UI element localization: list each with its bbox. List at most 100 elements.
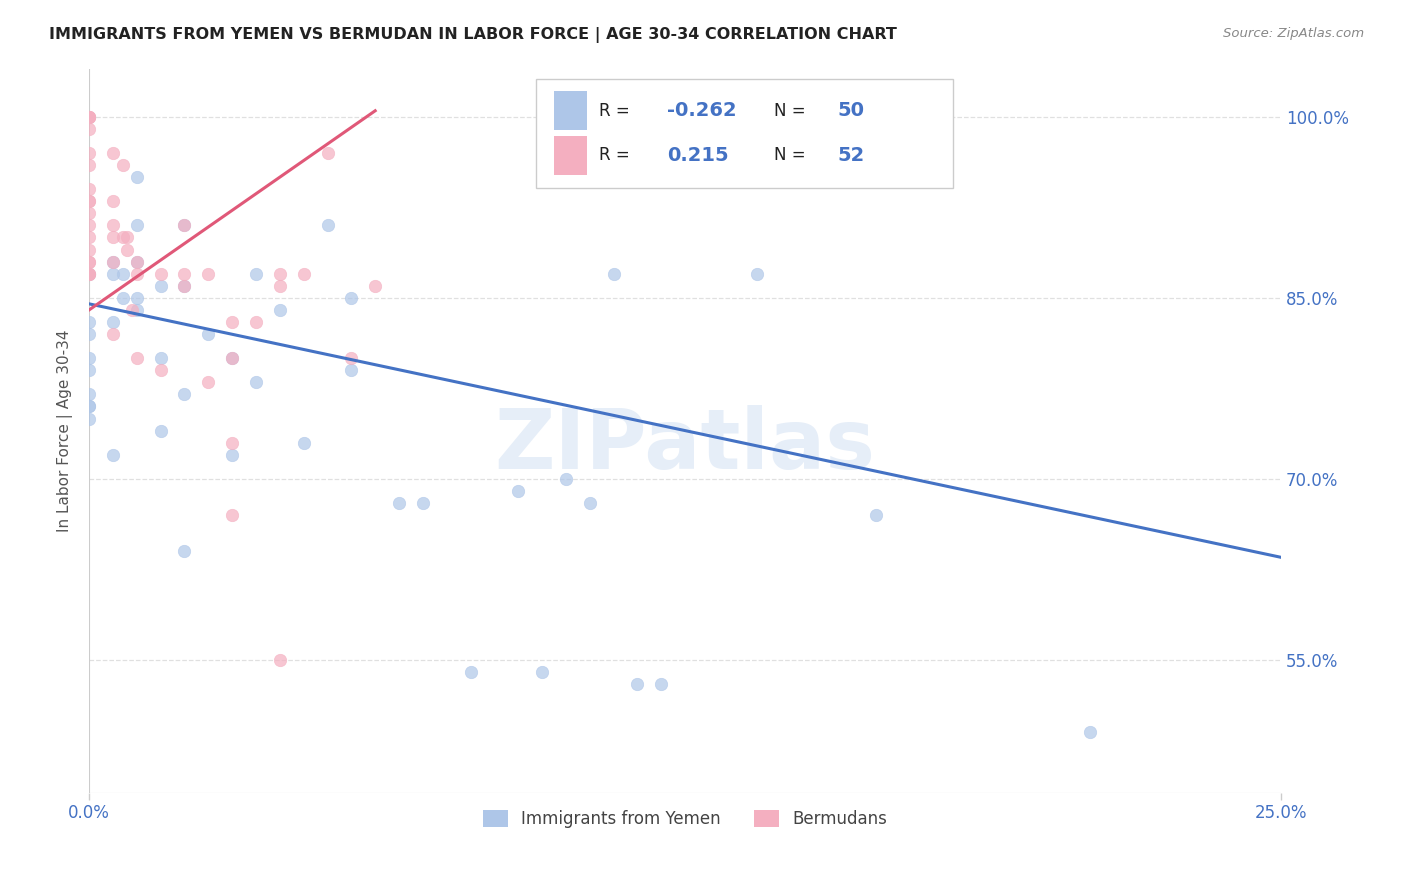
Point xyxy=(340,291,363,305)
Point xyxy=(221,315,243,329)
Text: 50: 50 xyxy=(838,101,865,120)
Text: -0.262: -0.262 xyxy=(668,101,737,120)
Text: Source: ZipAtlas.com: Source: ZipAtlas.com xyxy=(1223,27,1364,40)
Point xyxy=(221,508,243,522)
Point xyxy=(269,302,291,317)
Point xyxy=(77,326,100,341)
Point xyxy=(117,230,139,244)
Text: R =: R = xyxy=(599,146,641,164)
Point xyxy=(173,278,195,293)
Text: R =: R = xyxy=(599,102,636,120)
Point xyxy=(77,400,100,414)
Point xyxy=(77,387,100,401)
Point xyxy=(531,665,554,679)
Point xyxy=(460,665,482,679)
Point xyxy=(173,387,195,401)
Point xyxy=(221,448,243,462)
Point xyxy=(77,110,100,124)
Point xyxy=(316,146,339,161)
Point xyxy=(221,351,243,366)
Point xyxy=(101,267,124,281)
Point xyxy=(340,363,363,377)
Point xyxy=(125,219,148,233)
Point xyxy=(269,653,291,667)
Point xyxy=(269,278,291,293)
Point xyxy=(602,267,624,281)
Point xyxy=(173,219,195,233)
FancyBboxPatch shape xyxy=(536,79,953,188)
Point xyxy=(77,110,100,124)
Point xyxy=(77,315,100,329)
Point xyxy=(77,351,100,366)
Point xyxy=(125,170,148,185)
Point xyxy=(111,158,134,172)
Point xyxy=(77,243,100,257)
Point xyxy=(117,243,139,257)
Point xyxy=(149,267,172,281)
Point xyxy=(111,291,134,305)
Point xyxy=(173,219,195,233)
Point xyxy=(626,677,648,691)
Point xyxy=(101,230,124,244)
Point xyxy=(77,363,100,377)
Point xyxy=(364,278,387,293)
Point xyxy=(865,508,887,522)
Point xyxy=(125,302,148,317)
Point xyxy=(316,219,339,233)
Point xyxy=(125,351,148,366)
Point xyxy=(77,110,100,124)
Point xyxy=(650,677,672,691)
Point xyxy=(173,278,195,293)
Point xyxy=(149,278,172,293)
Point xyxy=(77,254,100,268)
Point xyxy=(125,254,148,268)
Text: N =: N = xyxy=(775,102,811,120)
Point xyxy=(292,267,315,281)
Point xyxy=(111,267,134,281)
Point xyxy=(101,315,124,329)
Text: IMMIGRANTS FROM YEMEN VS BERMUDAN IN LABOR FORCE | AGE 30-34 CORRELATION CHART: IMMIGRANTS FROM YEMEN VS BERMUDAN IN LAB… xyxy=(49,27,897,43)
Point xyxy=(508,483,530,498)
Point xyxy=(173,267,195,281)
Point xyxy=(101,254,124,268)
Text: 0.215: 0.215 xyxy=(668,146,728,165)
Point xyxy=(101,254,124,268)
Point xyxy=(101,146,124,161)
Point xyxy=(149,351,172,366)
Point xyxy=(412,496,434,510)
Point xyxy=(125,291,148,305)
Point xyxy=(578,496,600,510)
Text: ZIPatlas: ZIPatlas xyxy=(495,405,876,485)
Point xyxy=(77,110,100,124)
Point xyxy=(101,219,124,233)
Point xyxy=(77,254,100,268)
Point xyxy=(77,267,100,281)
Point xyxy=(77,146,100,161)
Point xyxy=(197,326,219,341)
Text: 52: 52 xyxy=(838,146,865,165)
Point xyxy=(292,435,315,450)
Point xyxy=(125,267,148,281)
Point xyxy=(77,121,100,136)
Point xyxy=(77,267,100,281)
Point xyxy=(121,302,143,317)
Point xyxy=(221,351,243,366)
FancyBboxPatch shape xyxy=(554,136,588,176)
Point xyxy=(101,194,124,209)
Point xyxy=(77,182,100,196)
Point xyxy=(554,472,576,486)
Point xyxy=(77,230,100,244)
Point xyxy=(77,400,100,414)
Y-axis label: In Labor Force | Age 30-34: In Labor Force | Age 30-34 xyxy=(58,329,73,532)
Point xyxy=(197,376,219,390)
Point xyxy=(745,267,768,281)
Point xyxy=(77,206,100,220)
Point xyxy=(77,267,100,281)
Point xyxy=(149,363,172,377)
Point xyxy=(77,194,100,209)
Point xyxy=(101,448,124,462)
Point xyxy=(245,315,267,329)
Point xyxy=(197,267,219,281)
Point xyxy=(77,158,100,172)
FancyBboxPatch shape xyxy=(554,91,588,130)
